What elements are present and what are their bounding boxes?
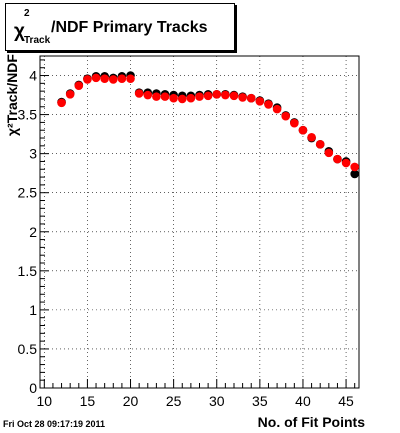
data-points [57, 71, 359, 179]
data-point-series-2 [290, 118, 299, 128]
data-point-series-2 [238, 93, 247, 102]
y-tick-label: 1 [29, 302, 37, 318]
title-text: /NDF Primary Tracks [51, 19, 208, 36]
axis-ticks [40, 59, 356, 389]
x-tick-label: 45 [338, 393, 354, 409]
y-tick-label: 0 [29, 380, 37, 396]
x-tick-label: 40 [295, 393, 311, 409]
data-point-series-2 [341, 158, 351, 168]
data-point-series-2 [333, 154, 342, 164]
data-point-series-2 [74, 81, 84, 90]
data-point-series-2 [143, 90, 153, 100]
data-point-series-2 [83, 75, 92, 84]
y-axis-title-text: χ²Track/NDF [4, 54, 20, 136]
data-point-series-2 [152, 92, 161, 101]
data-point-series-2 [298, 125, 308, 135]
data-point-series-2 [264, 100, 273, 109]
footer-timestamp: Fri Oct 28 09:17:19 2011 [3, 419, 106, 429]
data-point-series-2 [281, 111, 291, 121]
title-box [5, 3, 235, 51]
data-point-series-2 [195, 92, 204, 101]
data-point-series-1 [350, 169, 359, 179]
x-tick-label: 35 [252, 393, 268, 409]
data-point-series-2 [315, 139, 325, 149]
tick-labels: 10 15 20 25 30 35 40 45 0 0.5 1 1.5 2 2.5 3 3.5 4 [18, 68, 355, 409]
data-point-series-2 [117, 74, 127, 83]
x-tick-label: 25 [166, 393, 182, 409]
y-tick-label: 3 [29, 146, 37, 162]
y-tick-label: 4 [29, 68, 37, 84]
y-axis-title: χ²Track/NDF [4, 54, 20, 136]
y-tick-label: 1.5 [18, 263, 38, 279]
data-point-series-2 [203, 91, 213, 101]
data-point-series-2 [169, 93, 178, 103]
data-point-series-2 [57, 98, 66, 108]
y-tick-label: 0.5 [18, 341, 38, 357]
y-tick-label: 2 [29, 224, 37, 240]
data-point-series-2 [324, 148, 334, 158]
y-tick-label: 3.5 [18, 107, 38, 123]
data-point-series-2 [126, 74, 135, 83]
title-subscript: Track [24, 35, 51, 46]
data-point-series-2 [255, 97, 265, 106]
data-point-series-2 [186, 93, 196, 103]
x-tick-label: 20 [123, 393, 139, 409]
title-symbol: χ [14, 21, 25, 42]
y-tick-label: 2.5 [18, 185, 38, 201]
data-point-series-2 [307, 132, 316, 142]
plot-frame [39, 55, 360, 389]
x-tick-label: 10 [37, 393, 53, 409]
data-point-series-2 [108, 75, 118, 84]
data-point-series-2 [100, 74, 109, 83]
data-point-series-2 [65, 89, 75, 99]
x-axis-title: No. of Fit Points [258, 414, 366, 430]
data-point-series-2 [246, 93, 256, 103]
data-point-series-2 [350, 162, 359, 172]
x-tick-label: 15 [80, 393, 96, 409]
title-superscript: 2 [24, 8, 30, 19]
data-point-series-2 [160, 92, 170, 101]
data-point-series-2 [212, 89, 222, 99]
x-tick-label: 30 [209, 393, 225, 409]
data-point-series-2 [177, 94, 187, 104]
data-point-series-2 [229, 91, 239, 101]
data-point-series-2 [91, 73, 101, 83]
data-point-series-2 [272, 104, 282, 114]
grid-lines [40, 56, 359, 389]
data-point-series-2 [221, 90, 230, 100]
data-point-series-2 [134, 89, 144, 98]
